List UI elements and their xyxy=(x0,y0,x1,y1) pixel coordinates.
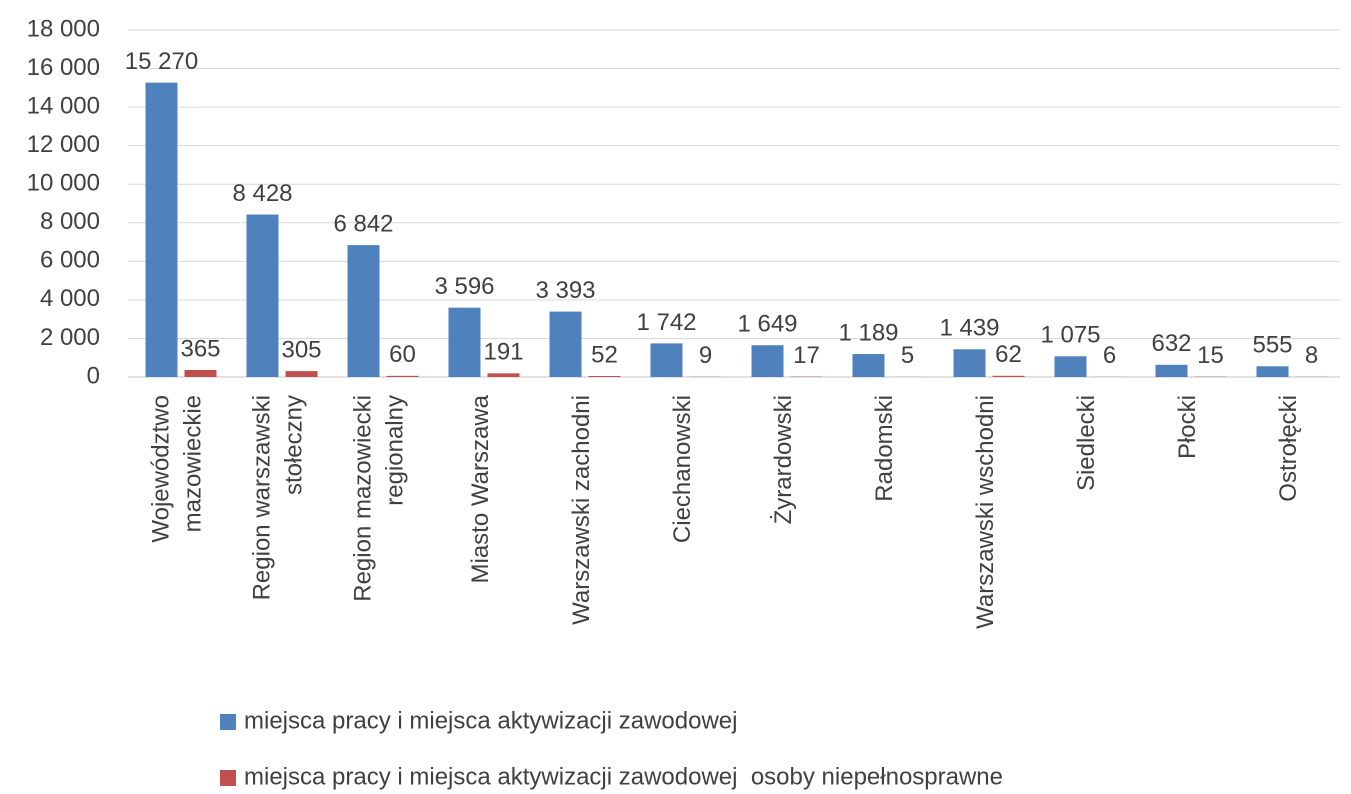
value-label: 17 xyxy=(793,342,820,369)
x-tick-label: Miasto Warszawa xyxy=(467,394,494,583)
value-label: 3 393 xyxy=(535,277,595,304)
legend-label: miejsca pracy i miejsca aktywizacji zawo… xyxy=(244,763,1003,790)
bar xyxy=(448,307,481,377)
x-tick-label: Radomski xyxy=(871,395,898,502)
y-tick-label: 0 xyxy=(87,362,100,389)
legend-label: miejsca pracy i miejsca aktywizacji zawo… xyxy=(244,707,738,734)
value-label: 52 xyxy=(591,341,618,368)
value-label: 8 xyxy=(1305,342,1318,369)
y-tick-label: 2 000 xyxy=(40,324,100,351)
value-label: 3 596 xyxy=(434,273,494,300)
value-label: 15 270 xyxy=(125,48,198,75)
bar xyxy=(1054,356,1087,377)
x-tick-label: Płocki xyxy=(1174,395,1201,459)
value-label: 6 842 xyxy=(333,210,393,237)
value-label: 9 xyxy=(699,342,712,369)
y-tick-label: 6 000 xyxy=(40,247,100,274)
bar xyxy=(549,311,582,377)
bar xyxy=(992,375,1025,377)
bar xyxy=(1256,366,1289,377)
x-tick-label: Ciechanowski xyxy=(669,395,696,543)
y-tick-label: 12 000 xyxy=(27,131,100,158)
x-tick-label: Region mazowiecki regionalny xyxy=(350,395,409,602)
value-label: 365 xyxy=(180,335,220,362)
bar xyxy=(751,345,784,377)
bar xyxy=(1155,364,1188,377)
value-label: 191 xyxy=(483,339,523,366)
value-label: 8 428 xyxy=(232,180,292,207)
value-label: 62 xyxy=(995,341,1022,368)
bar xyxy=(246,214,279,377)
bar xyxy=(852,354,885,377)
x-tick-label: Warszawski wschodni xyxy=(972,395,999,629)
y-tick-label: 14 000 xyxy=(27,92,100,119)
y-tick-label: 4 000 xyxy=(40,285,100,312)
bar xyxy=(285,371,318,377)
x-tick-label: Siedlecki xyxy=(1073,395,1100,491)
value-label: 305 xyxy=(281,336,321,363)
value-label: 632 xyxy=(1151,330,1191,357)
x-tick-label: Województwo mazowieckie xyxy=(148,395,207,543)
y-tick-label: 16 000 xyxy=(27,54,100,81)
bar xyxy=(347,245,380,377)
x-tick-label: Region warszawski stołeczny xyxy=(249,395,308,600)
value-label: 60 xyxy=(389,341,416,368)
y-tick-label: 10 000 xyxy=(27,170,100,197)
value-label: 555 xyxy=(1252,332,1292,359)
value-label: 1 075 xyxy=(1040,322,1100,349)
x-tick-label: Warszawski zachodni xyxy=(568,395,595,625)
value-label: 5 xyxy=(901,342,914,369)
value-label: 15 xyxy=(1197,342,1224,369)
value-label: 1 742 xyxy=(636,309,696,336)
value-label: 1 439 xyxy=(939,315,999,342)
legend-swatch xyxy=(220,770,236,786)
x-tick-label: Ostrołęcki xyxy=(1275,395,1302,502)
bar xyxy=(145,82,178,378)
x-tick-label: Żyrardowski xyxy=(770,395,797,524)
bar xyxy=(487,373,520,377)
y-tick-label: 18 000 xyxy=(27,15,100,42)
value-label: 1 649 xyxy=(737,311,797,338)
legend-swatch xyxy=(220,714,236,730)
value-label: 1 189 xyxy=(838,319,898,346)
bar xyxy=(184,369,217,377)
bar xyxy=(386,375,419,377)
y-tick-label: 8 000 xyxy=(40,208,100,235)
bar xyxy=(650,343,683,377)
bar xyxy=(588,375,621,377)
bar xyxy=(953,349,986,377)
value-label: 6 xyxy=(1103,342,1116,369)
